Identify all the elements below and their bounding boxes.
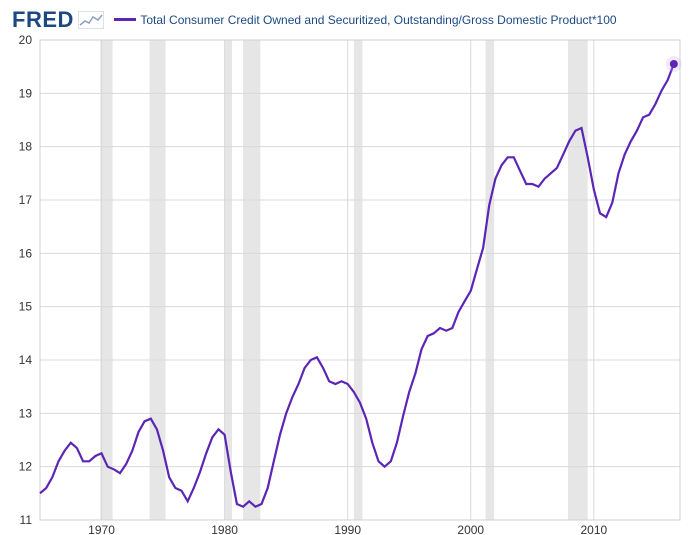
y-tick-label: 11: [20, 513, 33, 527]
x-tick-label: 1970: [88, 523, 115, 535]
recession-band: [243, 40, 260, 520]
recession-band: [568, 40, 588, 520]
y-tick-label: 17: [19, 193, 33, 207]
y-tick-label: 12: [19, 460, 33, 474]
y-tick-label: 14: [19, 353, 33, 367]
x-tick-label: 1980: [211, 523, 238, 535]
y-tick-label: 15: [19, 300, 33, 314]
y-tick-label: 18: [19, 140, 33, 154]
x-tick-label: 2000: [457, 523, 484, 535]
recession-band: [100, 40, 112, 520]
line-chart: 11 12 13 14 15 16 17 18 19 20 1970 1980 1990 2000 2010: [0, 0, 693, 535]
y-tick-label: 20: [19, 33, 33, 47]
y-tick-label: 13: [19, 406, 33, 420]
y-tick-label: 16: [19, 246, 33, 260]
x-tick-label: 2010: [580, 523, 607, 535]
series-end-marker: [670, 60, 678, 68]
recession-band: [354, 40, 363, 520]
y-tick-label: 19: [19, 86, 33, 100]
x-tick-label: 1990: [334, 523, 361, 535]
recession-band: [486, 40, 495, 520]
